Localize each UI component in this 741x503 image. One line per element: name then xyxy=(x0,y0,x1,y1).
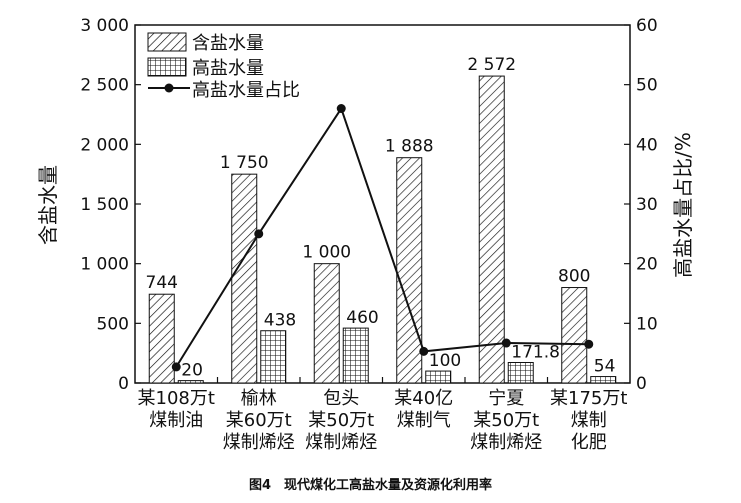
y-tick-label: 0 xyxy=(118,374,129,394)
bar-high-salt-water xyxy=(177,380,204,384)
legend-swatch-salt-water xyxy=(147,32,187,52)
y-tick-label: 500 xyxy=(97,314,129,334)
bar-high-salt-water xyxy=(425,370,452,384)
bar-salt-water xyxy=(231,173,258,384)
y-tick-label: 1 500 xyxy=(80,195,129,215)
point-high-salt-ratio xyxy=(171,362,181,372)
data-label-salt-water: 744 xyxy=(146,273,178,293)
y-tick-label: 3 000 xyxy=(80,16,129,36)
y2-tick-label: 20 xyxy=(636,255,658,275)
point-high-salt-ratio xyxy=(419,346,429,356)
bar-salt-water xyxy=(313,263,340,384)
data-label-high-salt-water: 460 xyxy=(346,308,378,328)
data-label-salt-water: 1 888 xyxy=(385,137,434,157)
data-label-high-salt-water: 100 xyxy=(429,351,461,371)
y2-tick-label: 40 xyxy=(636,135,658,155)
bar-high-salt-water xyxy=(590,376,617,384)
point-high-salt-ratio xyxy=(254,229,264,239)
y-tick-label: 2 000 xyxy=(80,135,129,155)
line-high-salt-ratio xyxy=(175,106,589,368)
bar-high-salt-water xyxy=(260,330,287,384)
data-label-high-salt-water: 438 xyxy=(264,311,296,331)
y-tick-label: 2 500 xyxy=(80,76,129,96)
x-category-label: 某40亿煤制气 xyxy=(394,388,453,431)
figure-caption: 图4 现代煤化工高盐水量及资源化利用率 xyxy=(248,478,493,493)
legend-label-high-salt-water: 高盐水量 xyxy=(192,58,264,79)
point-high-salt-ratio xyxy=(501,338,511,348)
legend: 含盐水量 高盐水量 高盐水量占比 xyxy=(147,32,300,101)
legend-label-salt-water: 含盐水量 xyxy=(192,33,264,54)
data-label-high-salt-water: 54 xyxy=(594,357,616,377)
x-category-label: 某175万t 煤制化肥 xyxy=(550,388,627,453)
legend-swatch-high-salt-water xyxy=(147,57,187,77)
y-tick-label: 1 000 xyxy=(80,255,129,275)
bar-salt-water xyxy=(396,157,423,384)
y2-axis-title: 高盐水量占比/% xyxy=(671,132,695,278)
y2-tick-label: 60 xyxy=(636,16,658,36)
bar-high-salt-water xyxy=(342,327,369,384)
y2-tick-label: 0 xyxy=(636,374,647,394)
data-label-salt-water: 2 572 xyxy=(467,55,516,75)
y-axis-title: 含盐水量 xyxy=(36,165,60,245)
x-category-label: 某108万t 煤制油 xyxy=(138,388,215,431)
bar-salt-water xyxy=(148,293,175,384)
y2-tick-label: 50 xyxy=(636,76,658,96)
y2-tick-label: 10 xyxy=(636,314,658,334)
x-category-label: 榆林某60万t 煤制烯烃 xyxy=(223,388,295,453)
bar-salt-water xyxy=(561,287,588,384)
plot-area: 0 500 1 000 1 500 2 000 2 500 3 000 0 10 20 30 40 50… xyxy=(80,16,657,453)
legend-label-ratio: 高盐水量占比 xyxy=(192,80,300,101)
data-label-salt-water: 800 xyxy=(558,267,590,287)
bar-high-salt-water xyxy=(507,361,534,384)
data-label-salt-water: 1 750 xyxy=(220,153,269,173)
data-label-high-salt-water: 20 xyxy=(181,361,203,381)
y2-tick-label: 30 xyxy=(636,195,658,215)
point-high-salt-ratio xyxy=(336,104,346,114)
legend-marker-ratio xyxy=(164,83,174,93)
x-category-label: 包头某50万t 煤制烯烃 xyxy=(305,388,377,453)
bar-salt-water xyxy=(478,75,505,384)
data-label-high-salt-water: 171.8 xyxy=(511,342,560,362)
x-category-label: 宁夏某50万t 煤制烯烃 xyxy=(470,388,542,453)
point-high-salt-ratio xyxy=(584,339,594,349)
data-label-salt-water: 1 000 xyxy=(302,243,351,263)
